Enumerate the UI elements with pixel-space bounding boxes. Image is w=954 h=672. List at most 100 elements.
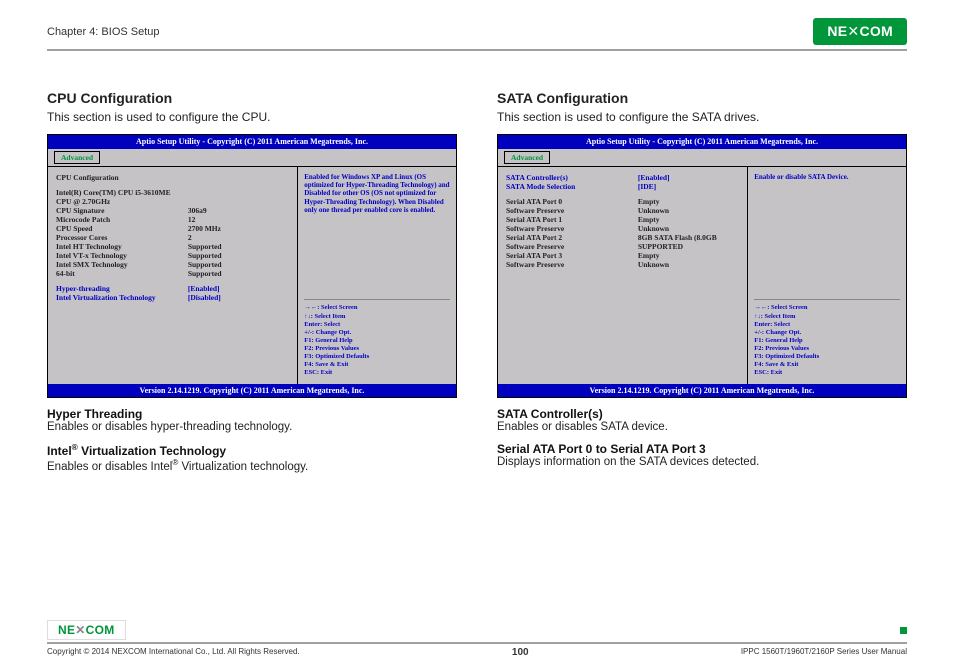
tab-advanced[interactable]: Advanced xyxy=(54,151,100,164)
nav-line: F4: Save & Exit xyxy=(754,361,900,369)
bios-label: 64-bit xyxy=(56,269,188,278)
bios-row: Software PreserveUnknown xyxy=(506,206,739,215)
sata-config-sub: This section is used to configure the SA… xyxy=(497,110,907,124)
bios-nav: →←: Select Screen↑↓: Select ItemEnter: S… xyxy=(754,299,900,377)
bios-row: Intel HT TechnologySupported xyxy=(56,242,289,251)
bios-row: Intel(R) Core(TM) CPU i5-3610ME CPU @ 2.… xyxy=(56,188,289,206)
bios-footer: Version 2.14.1219. Copyright (C) 2011 Am… xyxy=(498,384,906,398)
bios-label: Software Preserve xyxy=(506,224,638,233)
bios-value: 306a9 xyxy=(188,206,289,215)
nav-line: F2: Previous Values xyxy=(754,345,900,353)
bios-row: Intel SMX TechnologySupported xyxy=(56,260,289,269)
intel-vt-text: Enables or disables Intel® Virtualizatio… xyxy=(47,458,457,473)
bios-row: Serial ATA Port 1Empty xyxy=(506,215,739,224)
sata-port-heading: Serial ATA Port 0 to Serial ATA Port 3 xyxy=(497,442,907,456)
sata-port-text: Displays information on the SATA devices… xyxy=(497,456,907,468)
bios-right-pane: Enable or disable SATA Device. →←: Selec… xyxy=(748,167,906,384)
bios-row[interactable]: Intel Virtualization Technology[Disabled… xyxy=(56,293,289,302)
bios-label: Processor Cores xyxy=(56,233,188,242)
bios-row: Microcode Patch12 xyxy=(56,215,289,224)
bios-value: Empty xyxy=(638,215,739,224)
bios-row: CPU Speed2700 MHz xyxy=(56,224,289,233)
bios-value: Unknown xyxy=(638,224,739,233)
cpu-config-sub: This section is used to configure the CP… xyxy=(47,110,457,124)
nav-line: ESC: Exit xyxy=(754,369,900,377)
bios-body: SATA Controller(s)[Enabled]SATA Mode Sel… xyxy=(498,167,906,384)
bios-value: Unknown xyxy=(638,206,739,215)
bios-row: Serial ATA Port 0Empty xyxy=(506,197,739,206)
bios-row[interactable]: SATA Controller(s)[Enabled] xyxy=(506,173,739,182)
bios-label: Software Preserve xyxy=(506,206,638,215)
bios-label: Intel SMX Technology xyxy=(56,260,188,269)
copyright: Copyright © 2014 NEXCOM International Co… xyxy=(47,647,300,658)
bios-nav: →←: Select Screen↑↓: Select ItemEnter: S… xyxy=(304,299,450,377)
bios-label: Hyper-threading xyxy=(56,284,188,293)
nav-line: →←: Select Screen xyxy=(754,304,900,312)
chapter-title: Chapter 4: BIOS Setup xyxy=(47,26,160,38)
bios-label: Microcode Patch xyxy=(56,215,188,224)
nav-line: →←: Select Screen xyxy=(304,304,450,312)
bios-label: Intel Virtualization Technology xyxy=(56,293,188,302)
footer-square-icon xyxy=(900,627,907,634)
bios-body: CPU Configuration Intel(R) Core(TM) CPU … xyxy=(48,167,456,384)
nav-line: F1: General Help xyxy=(754,337,900,345)
bios-right-pane: Enabled for Windows XP and Linux (OS opt… xyxy=(298,167,456,384)
nexcom-logo: NE✕COM xyxy=(813,18,907,45)
bios-label: Software Preserve xyxy=(506,260,638,269)
nav-line: F3: Optimized Defaults xyxy=(304,353,450,361)
bios-label: CPU Speed xyxy=(56,224,188,233)
nav-line: ↑↓: Select Item xyxy=(304,313,450,321)
intel-vt-heading: Intel® Virtualization Technology xyxy=(47,442,457,458)
bios-value: [Disabled] xyxy=(188,293,289,302)
bios-row[interactable]: Hyper-threading[Enabled] xyxy=(56,284,289,293)
bios-row: Software PreserveUnknown xyxy=(506,260,739,269)
bios-label: SATA Mode Selection xyxy=(506,182,638,191)
footer-line: Copyright © 2014 NEXCOM International Co… xyxy=(47,647,907,658)
bios-row: CPU Signature306a9 xyxy=(56,206,289,215)
manual-name: IPPC 1560T/1960T/2160P Series User Manua… xyxy=(741,647,907,658)
bios-label: Intel VT-x Technology xyxy=(56,251,188,260)
bios-tabs: Advanced xyxy=(498,149,906,167)
bios-value: [IDE] xyxy=(638,182,739,191)
bios-row[interactable]: SATA Mode Selection[IDE] xyxy=(506,182,739,191)
page-header: Chapter 4: BIOS Setup NE✕COM xyxy=(47,18,907,51)
bios-row: Serial ATA Port 3Empty xyxy=(506,251,739,260)
bios-value: Supported xyxy=(188,260,289,269)
bios-help: Enable or disable SATA Device. xyxy=(754,173,900,181)
bios-row: Software PreserveSUPPORTED xyxy=(506,242,739,251)
bios-title: Aptio Setup Utility - Copyright (C) 2011… xyxy=(48,135,456,149)
content-area: CPU Configuration This section is used t… xyxy=(47,90,907,481)
sata-bios-window: Aptio Setup Utility - Copyright (C) 2011… xyxy=(497,134,907,398)
nav-line: +/-: Change Opt. xyxy=(754,329,900,337)
nav-line: +/-: Change Opt. xyxy=(304,329,450,337)
bios-value: Unknown xyxy=(638,260,739,269)
bios-footer: Version 2.14.1219. Copyright (C) 2011 Am… xyxy=(48,384,456,398)
right-column: SATA Configuration This section is used … xyxy=(497,90,907,481)
bios-row: Processor Cores2 xyxy=(56,233,289,242)
sata-controller-heading: SATA Controller(s) xyxy=(497,407,907,421)
cpu-config-heading: CPU Configuration xyxy=(47,90,457,106)
bios-label: Intel HT Technology xyxy=(56,242,188,251)
sata-controller-text: Enables or disables SATA device. xyxy=(497,421,907,433)
bios-label: Serial ATA Port 2 xyxy=(506,233,638,242)
footer-logo: NE✕COM xyxy=(47,620,126,640)
tab-advanced[interactable]: Advanced xyxy=(504,151,550,164)
bios-value: Empty xyxy=(638,197,739,206)
bios-value: SUPPORTED xyxy=(638,242,739,251)
hyper-threading-heading: Hyper Threading xyxy=(47,407,457,421)
bios-label: SATA Controller(s) xyxy=(506,173,638,182)
bios-row: 64-bitSupported xyxy=(56,269,289,278)
left-column: CPU Configuration This section is used t… xyxy=(47,90,457,481)
bios-value: [Enabled] xyxy=(188,284,289,293)
nav-line: F3: Optimized Defaults xyxy=(754,353,900,361)
page-footer: NE✕COM Copyright © 2014 NEXCOM Internati… xyxy=(47,620,907,658)
bios-label: Intel(R) Core(TM) CPU i5-3610ME CPU @ 2.… xyxy=(56,188,188,206)
nav-line: Enter: Select xyxy=(304,321,450,329)
bios-left-pane: SATA Controller(s)[Enabled]SATA Mode Sel… xyxy=(498,167,748,384)
bios-label: Software Preserve xyxy=(506,242,638,251)
cpu-bios-window: Aptio Setup Utility - Copyright (C) 2011… xyxy=(47,134,457,398)
bios-row: Serial ATA Port 28GB SATA Flash (8.0GB xyxy=(506,233,739,242)
nav-line: F1: General Help xyxy=(304,337,450,345)
bios-label: Serial ATA Port 3 xyxy=(506,251,638,260)
footer-bar: NE✕COM xyxy=(47,620,907,644)
